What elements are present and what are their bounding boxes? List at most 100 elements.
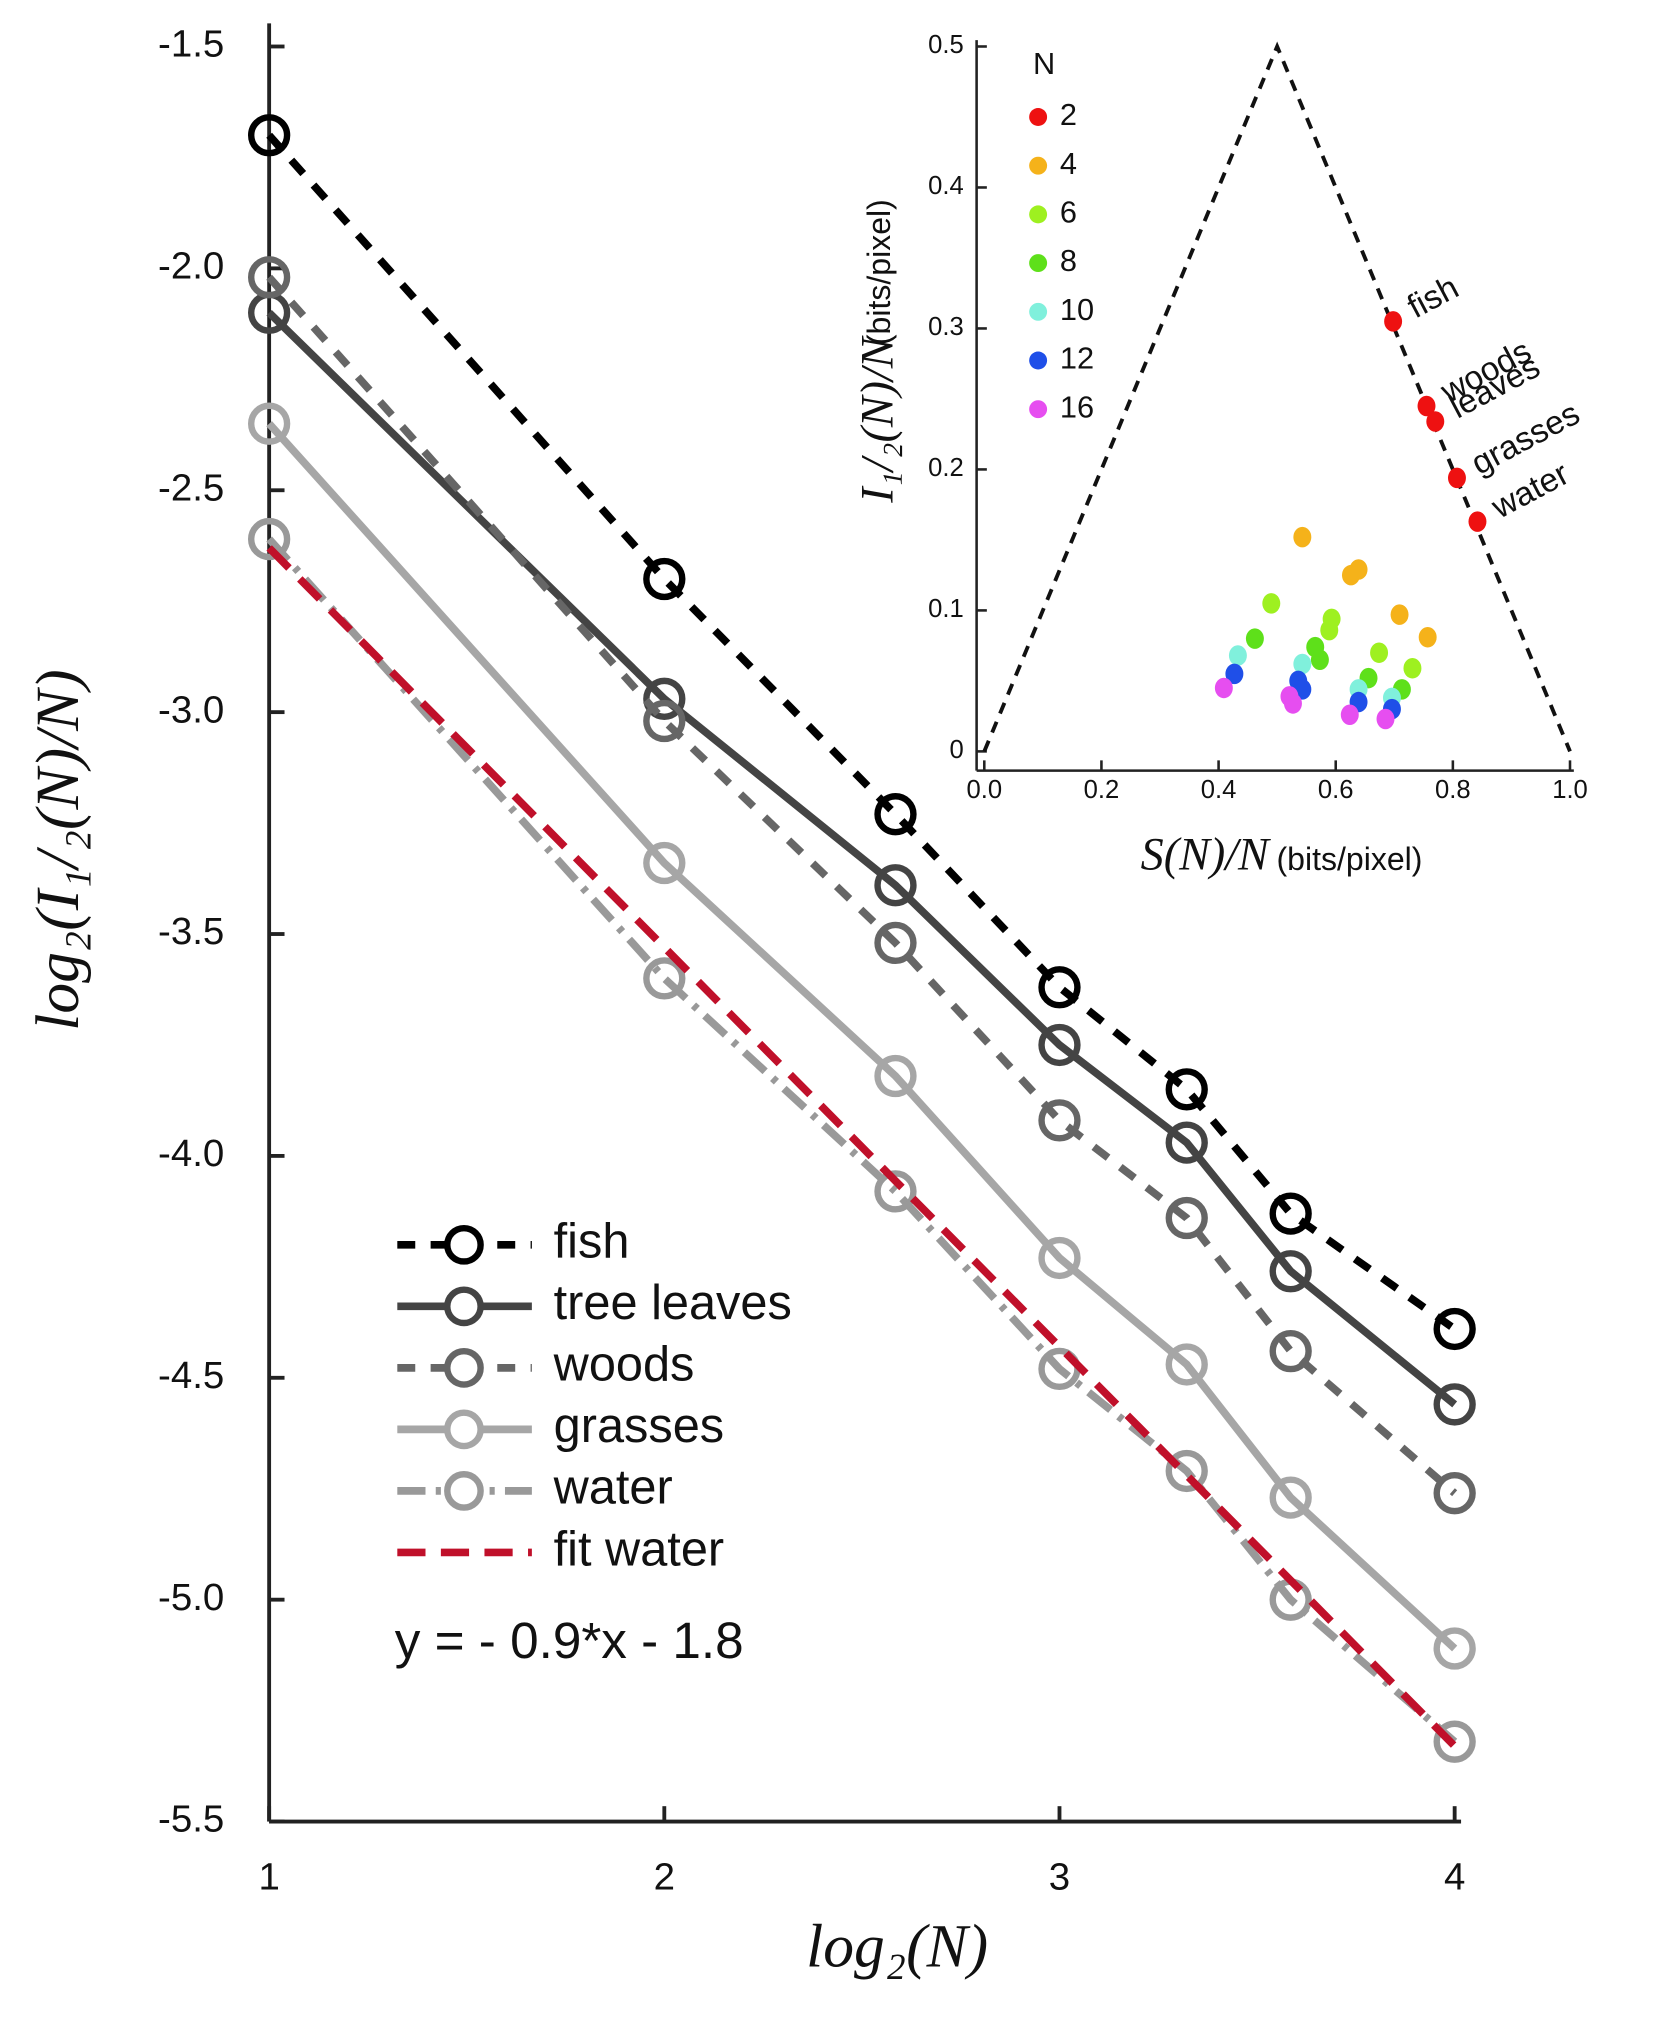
inset-x-tick-label: 0.4	[1201, 776, 1237, 804]
scatter-point	[1225, 663, 1244, 685]
x-tick-label: 2	[654, 1855, 675, 1898]
point-marker	[1038, 966, 1081, 1009]
legend-marker	[1029, 400, 1048, 419]
point-marker	[1165, 1343, 1208, 1386]
point-marker	[247, 114, 291, 157]
legend-label: 6	[1060, 195, 1077, 230]
y-tick-label: -4.0	[158, 1132, 224, 1175]
x-axis-label: log₂(N)	[806, 1912, 988, 1980]
y-tick-label: -3.0	[158, 688, 224, 731]
scatter-point	[1310, 649, 1329, 671]
legend-label: water	[553, 1461, 673, 1515]
inset-x-tick-label: 1.0	[1552, 776, 1588, 804]
point-marker	[1269, 1192, 1312, 1235]
y-tick-label: -1.5	[158, 23, 224, 66]
y-tick-label: -2.0	[158, 245, 224, 288]
point-marker	[643, 677, 686, 720]
point-marker	[643, 957, 686, 1000]
inset-x-tick-label: 0.8	[1435, 776, 1471, 804]
point-marker	[1433, 1307, 1476, 1351]
y-tick-label: -3.5	[158, 910, 224, 953]
point-marker	[874, 864, 917, 907]
scatter-point	[1340, 704, 1359, 725]
x-tick-label: 3	[1049, 1855, 1070, 1898]
legend-label: grasses	[554, 1399, 724, 1453]
point-marker	[1269, 1250, 1312, 1293]
point-marker	[1433, 1627, 1476, 1670]
legend-label: woods	[553, 1338, 695, 1392]
series-line	[266, 545, 1458, 1749]
inset-y-tick-label: 0	[950, 736, 964, 764]
point-label: fish	[1402, 269, 1465, 326]
scatter-point	[1376, 708, 1395, 730]
series-line	[266, 421, 1458, 1652]
scatter-point	[1417, 395, 1436, 417]
point-marker	[1165, 1068, 1208, 1111]
series-line	[266, 310, 1458, 1408]
point-marker	[643, 699, 686, 743]
scatter-point	[1245, 628, 1264, 649]
legend-marker	[1029, 351, 1048, 370]
inset-y-tick-label: 0.4	[928, 172, 964, 200]
scatter-point	[1370, 642, 1389, 663]
scatter-point	[1293, 653, 1312, 675]
y-tick-label: -5.5	[158, 1798, 224, 1841]
point-marker	[874, 1054, 917, 1098]
point-marker	[247, 256, 291, 299]
point-marker	[1269, 1330, 1312, 1373]
legend-marker	[1029, 205, 1048, 224]
scatter-point	[1390, 604, 1409, 625]
point-marker	[1038, 1099, 1081, 1142]
legend-marker	[444, 1286, 484, 1327]
point-marker	[247, 402, 291, 445]
legend-marker	[444, 1347, 484, 1388]
legend-label: 16	[1060, 389, 1094, 424]
legend-label: 2	[1060, 97, 1077, 132]
legend-marker	[444, 1409, 484, 1450]
legend-label: 10	[1060, 292, 1094, 327]
point-marker	[1165, 1121, 1208, 1164]
legend-label: 12	[1060, 341, 1094, 376]
legend-label: 8	[1060, 243, 1077, 278]
legend-marker	[1029, 254, 1048, 273]
legend-label: tree leaves	[554, 1276, 792, 1330]
scatter-point	[1426, 411, 1445, 432]
scatter-point	[1403, 657, 1422, 679]
inset-y-axis-unit: (bits/pixel)	[861, 199, 897, 345]
scatter-point	[1468, 511, 1487, 532]
scatter-point	[1320, 619, 1339, 641]
inset-x-axis-label: S(N)/N	[1141, 829, 1271, 880]
legend-marker	[444, 1471, 484, 1511]
scatter-point	[1293, 526, 1312, 548]
legend-title: N	[1033, 46, 1055, 81]
scatter-point	[1283, 693, 1302, 714]
point-marker	[1038, 1236, 1081, 1280]
inset-y-tick-label: 0.2	[928, 454, 964, 482]
scatter-point	[1447, 467, 1466, 489]
scatter-point	[1214, 677, 1233, 699]
series-line	[266, 536, 1458, 1745]
legend-label: fish	[554, 1215, 630, 1269]
point-marker	[1038, 1023, 1081, 1067]
inset-y-tick-label: 0.1	[928, 595, 964, 623]
x-tick-label: 1	[258, 1855, 279, 1898]
scatter-point	[1418, 626, 1437, 648]
point-marker	[874, 793, 917, 836]
scatter-point	[1228, 645, 1247, 666]
inset-x-tick-label: 0.6	[1318, 776, 1354, 804]
point-marker	[1433, 1383, 1476, 1426]
legend-marker	[1029, 302, 1048, 321]
point-marker	[1165, 1449, 1208, 1493]
point-marker	[643, 557, 686, 601]
inset-y-axis-label: I₁/₂(N)/N	[851, 335, 902, 504]
point-marker	[247, 517, 291, 561]
y-tick-label: -2.5	[158, 466, 224, 509]
point-marker	[1269, 1476, 1312, 1519]
x-tick-label: 4	[1444, 1855, 1465, 1898]
y-tick-label: -4.5	[158, 1354, 224, 1397]
legend-marker	[1029, 108, 1048, 126]
scatter-point	[1349, 559, 1368, 580]
point-marker	[1433, 1472, 1476, 1515]
point-marker	[643, 841, 686, 885]
inset-y-tick-label: 0.3	[928, 313, 964, 341]
